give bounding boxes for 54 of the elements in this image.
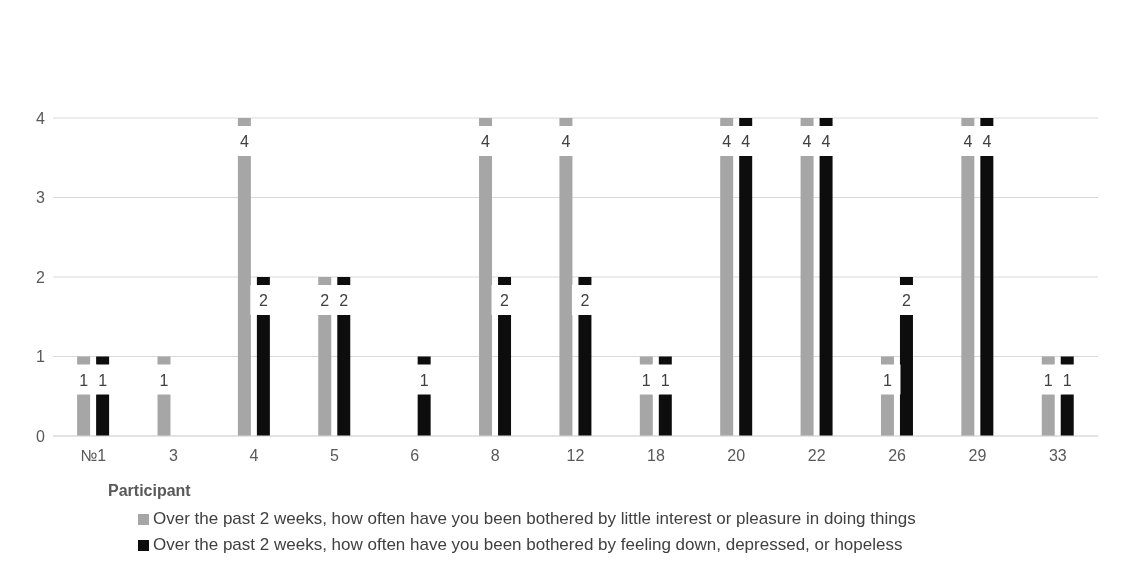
- x-tick-label: 26: [888, 447, 907, 465]
- y-tick-label: 4: [36, 109, 46, 127]
- data-label: 1: [641, 371, 651, 389]
- y-tick-label: 3: [36, 189, 46, 207]
- data-label: 2: [339, 292, 349, 309]
- data-label: 4: [239, 133, 249, 150]
- data-label: 1: [883, 371, 893, 389]
- data-label: 1: [79, 371, 89, 389]
- x-tick-label: 29: [968, 447, 987, 465]
- x-tick-label: 8: [490, 447, 500, 465]
- x-tick-label: 33: [1048, 447, 1067, 465]
- data-label: 1: [159, 371, 169, 389]
- bar: [720, 118, 734, 436]
- x-tick-label: 4: [249, 447, 259, 465]
- data-label: 1: [419, 371, 429, 389]
- x-tick-label: 6: [410, 447, 420, 465]
- data-label: 4: [741, 133, 751, 150]
- y-tick-label: 2: [36, 268, 46, 286]
- data-label: 4: [481, 133, 491, 150]
- bar: [819, 118, 833, 436]
- bar: [739, 118, 753, 436]
- data-label: 1: [1062, 371, 1072, 389]
- data-label: 4: [982, 133, 992, 150]
- data-label: 1: [98, 371, 108, 389]
- bar: [980, 118, 994, 436]
- bar: [800, 118, 814, 436]
- bar: [479, 118, 493, 436]
- bar: [237, 118, 251, 436]
- data-label: 4: [821, 133, 831, 150]
- x-tick-label: 3: [169, 447, 179, 465]
- bar: [961, 118, 975, 436]
- x-tick-label: 5: [329, 447, 339, 465]
- x-tick-label: 12: [566, 447, 585, 465]
- data-label: 1: [660, 371, 670, 389]
- y-tick-label: 1: [36, 348, 46, 366]
- x-axis-title: Participant: [108, 482, 192, 499]
- data-label: 2: [500, 292, 510, 309]
- x-tick-label: 22: [807, 447, 826, 465]
- x-tick-label: №1: [80, 447, 107, 465]
- data-label: 4: [963, 133, 973, 150]
- x-tick-label: 20: [727, 447, 746, 465]
- bar: [559, 118, 573, 436]
- legend-label: Over the past 2 weeks, how often have you been bothered by little interest or pleasure in doing things: [153, 508, 916, 530]
- data-label: 1: [1043, 371, 1053, 389]
- legend-label: Over the past 2 weeks, how often have you been bothered by feeling down, depressed, or hopeless: [153, 534, 903, 556]
- data-label: 4: [561, 133, 571, 150]
- data-label: 2: [320, 292, 330, 309]
- data-label: 2: [258, 292, 268, 309]
- data-label: 4: [722, 133, 732, 150]
- x-tick-label: 18: [646, 447, 665, 465]
- data-label: 2: [580, 292, 590, 309]
- y-tick-label: 0: [36, 427, 46, 445]
- data-label: 2: [902, 292, 912, 309]
- data-label: 4: [802, 133, 812, 150]
